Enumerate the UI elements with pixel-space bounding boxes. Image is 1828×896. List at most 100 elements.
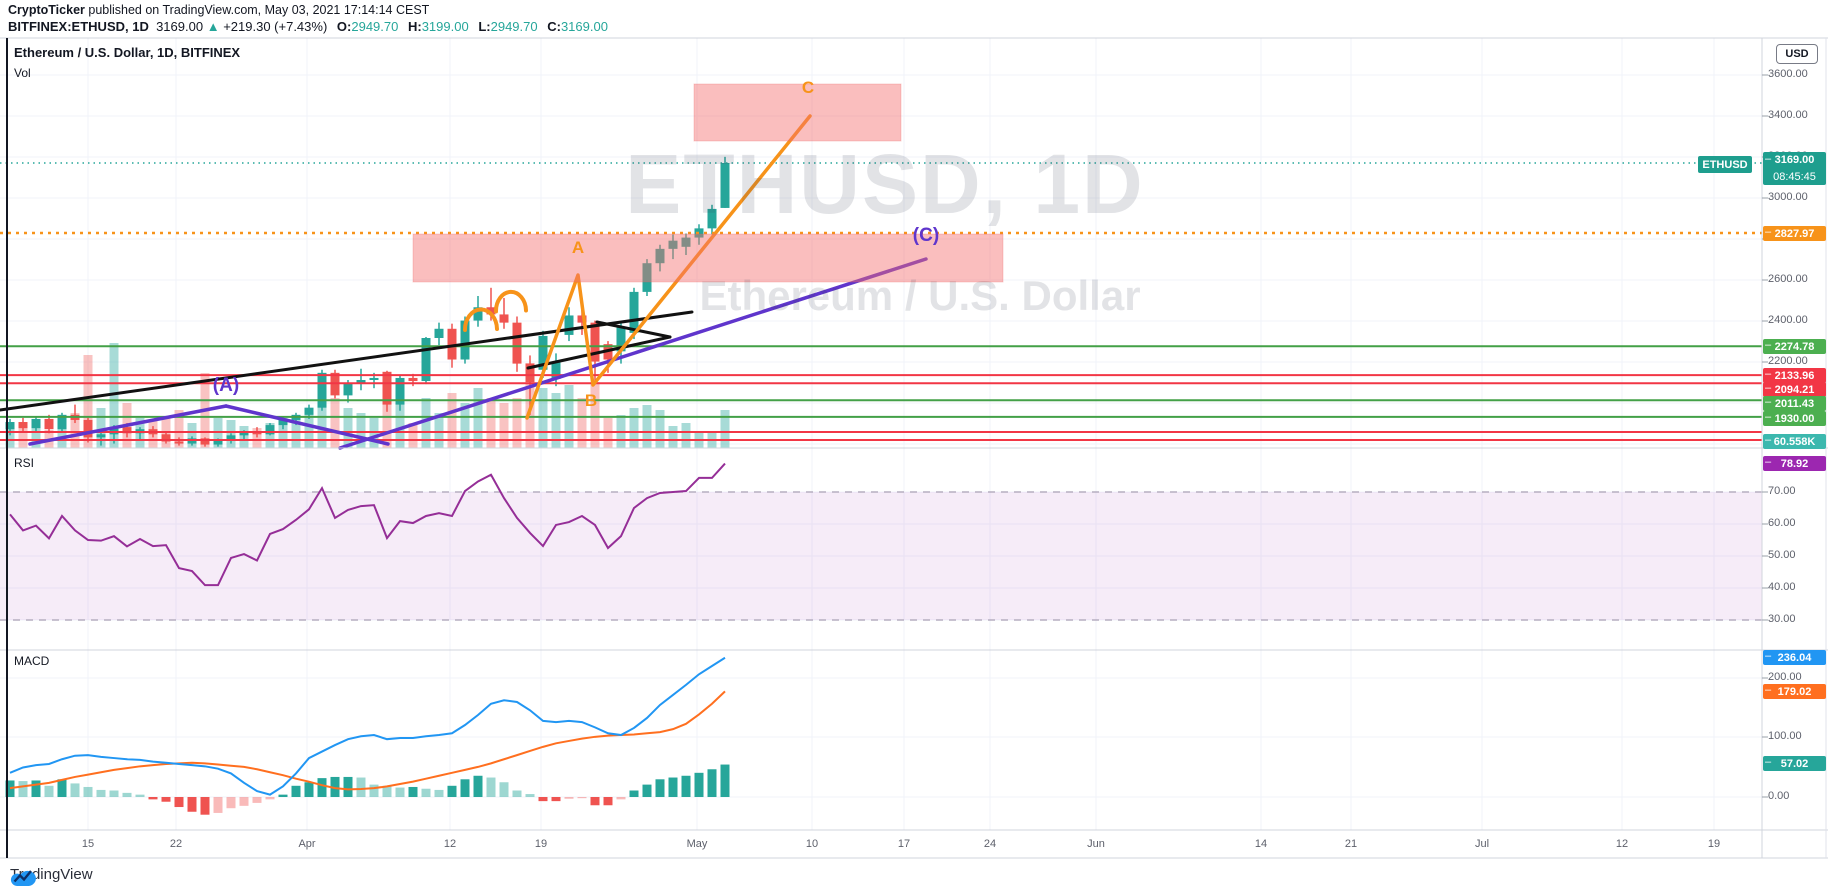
wave-label: A [571,238,585,257]
grid-lines [0,38,1762,830]
axis-label: 60.00 [1768,517,1796,529]
time-tick-label: 10 [805,838,819,850]
candle-body [551,361,561,379]
badge-tick: – [1765,434,1772,446]
macd-bar [83,786,93,797]
wave-label: (C) [912,225,940,246]
black-trendline [595,320,672,339]
axis-label: 2600.00 [1768,273,1808,285]
badge-tick: – [1765,226,1772,238]
currency-unit-button[interactable]: USD [1776,44,1818,64]
volume-bar [356,413,366,448]
macd-bar [148,797,158,800]
chart-title: Ethereum / U.S. Dollar, 1D, BITFINEX [14,45,241,60]
close-value: 3169.00 [560,19,608,34]
macd-bar [642,784,652,797]
low-value: 2949.70 [490,19,538,34]
purple-trendline [338,257,928,450]
volume-bar [252,428,262,448]
candle-body [96,434,106,438]
macd-bar [551,797,561,802]
badge-value: 1930.00 [1774,412,1815,425]
macd-bar [655,779,665,797]
candle-body [356,380,366,384]
rsi-band [0,491,1762,621]
candle-body [239,432,249,436]
macd-bar [616,797,626,800]
volume-bar [265,423,275,448]
volume-bar [109,343,119,448]
axis-label: 3000.00 [1768,191,1808,203]
axis-label: 40.00 [1768,581,1796,593]
candle-body [343,383,353,396]
macd-main-line [9,656,726,796]
axis-label: 70.00 [1768,485,1796,497]
badge-tick: – [1765,396,1772,408]
black-trendline [526,335,672,370]
symbol-price-pill: ETHUSD [1698,156,1752,173]
volume-bar [551,393,561,448]
supply-zone-box [412,233,1004,283]
candle-body [616,326,626,352]
candle-body [447,328,457,360]
rsi-indicator-label[interactable]: RSI [14,456,35,470]
candle-body [434,328,444,338]
badge-tick: – [1765,756,1772,768]
level-badge: –2133.96 [1763,368,1826,383]
axis-label: 200.00 [1768,671,1802,683]
macd-bar [720,764,730,797]
badge-value: 2274.78 [1774,340,1815,353]
candle-body [44,418,54,430]
macd-bar [499,782,509,797]
tradingview-logo[interactable]: TradingView [10,866,93,886]
badge-value: 78.92 [1780,457,1809,470]
candle-body [681,237,691,247]
axis-label: 3600.00 [1768,68,1808,80]
candle-body [473,307,483,321]
time-tick-label: 22 [169,838,183,850]
candle-body [668,240,678,249]
volume-bar [434,413,444,448]
macd-bar [135,794,145,797]
badge-value: 179.02 [1777,685,1812,698]
up-arrow-icon: ▲ [206,19,220,34]
publish-line: CryptoTicker published on TradingView.co… [8,3,429,17]
price-level-lines [0,345,1762,442]
candle-body [564,315,574,335]
badge-value: 3169.00 [1774,153,1815,166]
badge-tick: – [1765,339,1772,351]
badge-value: 2133.96 [1774,369,1815,382]
badge-value: 2011.43 [1774,397,1815,410]
candle-body [213,440,223,445]
last-price-badge: –3169.00 08:45:45 [1763,152,1826,185]
macd-bar [317,778,327,797]
level-badge: –2274.78 [1763,339,1826,354]
macd-bar [70,783,80,797]
candle-body [226,435,236,441]
symbol-line: BITFINEX:ETHUSD, 1D 3169.00 ▲ +219.30 (+… [8,19,608,34]
purple-trendline [28,404,228,446]
macd-bar [694,772,704,797]
candle-body [161,434,171,442]
macd-indicator-label[interactable]: MACD [14,654,50,668]
candle-body [395,377,405,405]
axis-label: 0.00 [1768,790,1790,802]
alert-price-badge: –2827.97 [1763,226,1826,241]
high-value: 3199.00 [421,19,469,34]
macd-bar [122,792,132,797]
macd-bar [239,797,249,806]
volume-bar [343,408,353,448]
time-tick-label: Jun [1087,838,1105,850]
time-tick-label: 17 [897,838,911,850]
purple-trendline [224,404,390,446]
volume-indicator-label[interactable]: Vol [14,66,31,80]
tradingview-logo-icon [10,870,36,886]
candle-body [317,372,327,408]
candle-body [486,307,496,315]
level-badge: –2011.43 [1763,396,1826,411]
axis-label: 2400.00 [1768,314,1808,326]
macd-bar [187,797,197,812]
badge-tick: – [1765,456,1772,468]
volume-bar [304,413,314,448]
